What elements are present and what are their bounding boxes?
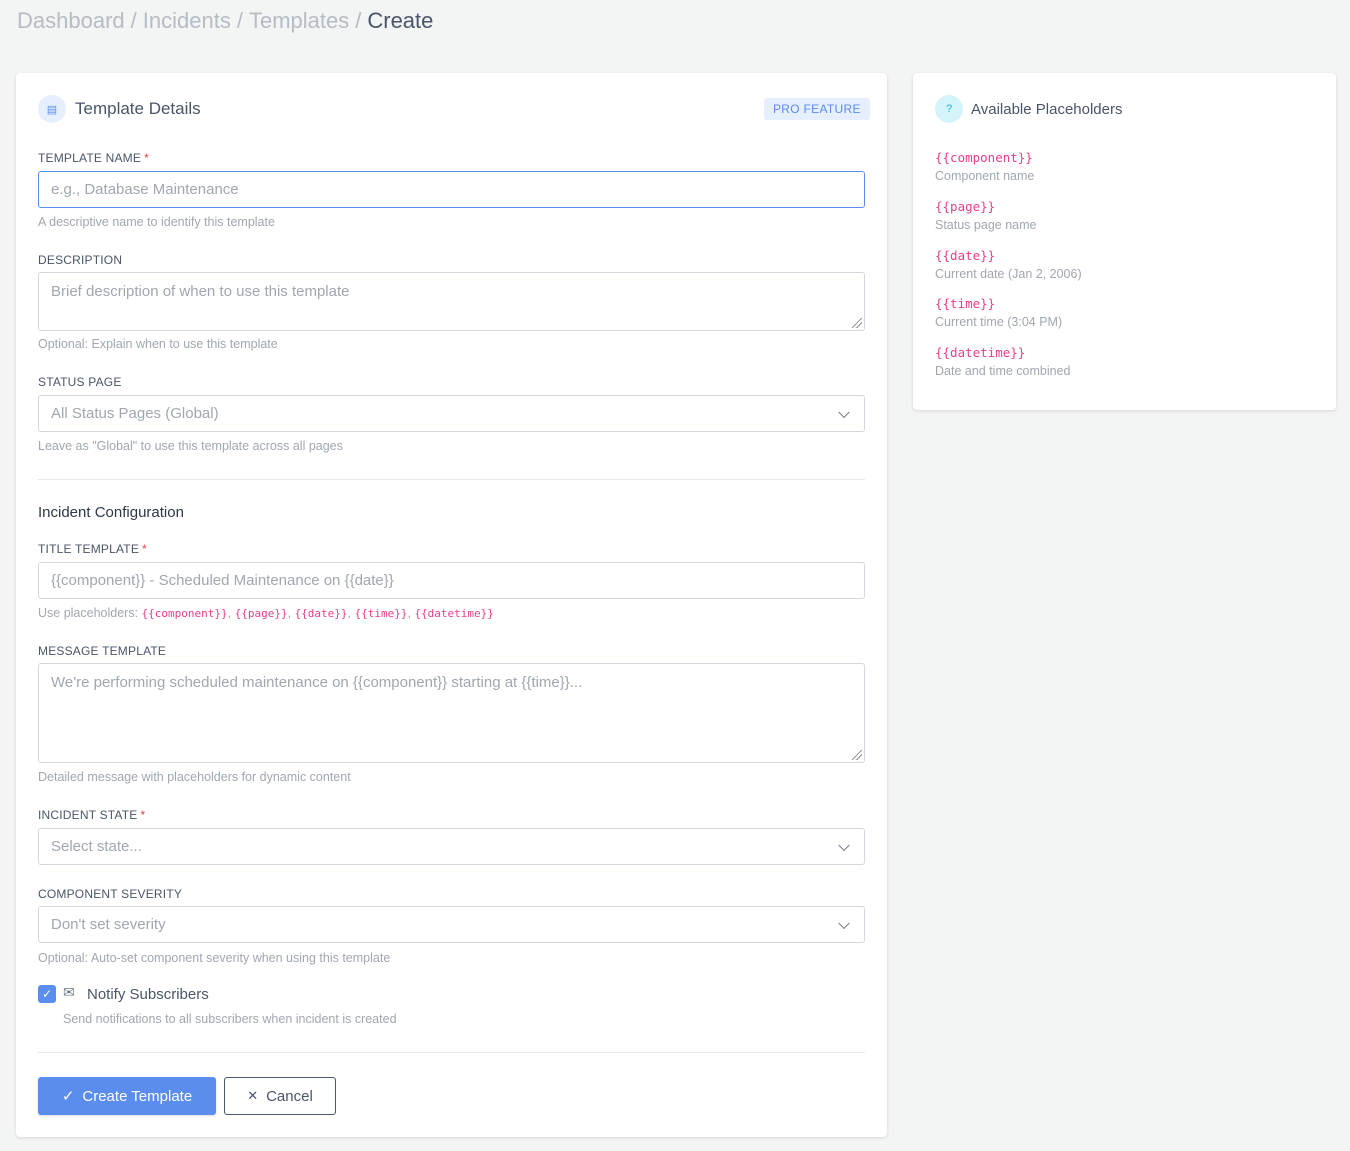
resize-handle-icon[interactable] [852, 318, 862, 328]
chevron-down-icon [838, 839, 850, 851]
check-icon: ✓ [61, 1088, 75, 1105]
breadcrumb: Dashboard / Incidents / Templates / Create [17, 8, 434, 33]
breadcrumb-current: Create [367, 8, 434, 33]
placeholders-card: ? Available Placeholders {{component}} Co… [913, 73, 1336, 410]
title-template-input[interactable]: {{component}} - Scheduled Maintenance on… [38, 562, 865, 599]
breadcrumb-incidents[interactable]: Incidents [142, 8, 231, 33]
description-label: DESCRIPTION [38, 253, 123, 267]
cancel-button[interactable]: ✕ Cancel [224, 1077, 336, 1115]
incident-state-label: INCIDENT STATE * [38, 808, 146, 822]
notify-help: Send notifications to all subscribers wh… [63, 1012, 397, 1026]
document-icon: ▤ [38, 95, 66, 123]
notify-checkbox[interactable]: ✓ [38, 985, 56, 1003]
incident-state-select[interactable]: Select state... [38, 828, 865, 865]
template-name-help: A descriptive name to identify this temp… [38, 215, 275, 229]
chevron-down-icon [838, 917, 850, 929]
component-severity-select[interactable]: Don't set severity [38, 906, 865, 943]
status-page-label: STATUS PAGE [38, 375, 122, 389]
placeholder-item: {{time}} Current time (3:04 PM) [935, 296, 1063, 329]
card-title: Template Details [75, 99, 201, 118]
component-severity-help: Optional: Auto-set component severity wh… [38, 951, 391, 965]
placeholders-title: Available Placeholders [971, 101, 1123, 118]
create-template-button[interactable]: ✓ Create Template [38, 1077, 216, 1115]
placeholder-item: {{page}} Status page name [935, 199, 1037, 232]
chevron-down-icon [838, 406, 850, 418]
title-template-label: TITLE TEMPLATE * [38, 542, 147, 556]
message-template-textarea[interactable]: We're performing scheduled maintenance o… [38, 663, 865, 763]
mail-icon: ✉ [63, 984, 75, 1000]
component-severity-label: COMPONENT SEVERITY [38, 887, 183, 901]
template-name-input[interactable]: e.g., Database Maintenance [38, 171, 865, 208]
status-page-help: Leave as "Global" to use this template a… [38, 439, 343, 453]
divider [38, 479, 865, 480]
notify-label[interactable]: Notify Subscribers [87, 986, 209, 1003]
status-page-select[interactable]: All Status Pages (Global) [38, 395, 865, 432]
template-name-label: TEMPLATE NAME * [38, 151, 149, 165]
placeholder-item: {{component}} Component name [935, 150, 1035, 183]
placeholder-item: {{date}} Current date (Jan 2, 2006) [935, 248, 1082, 281]
breadcrumb-dashboard[interactable]: Dashboard [17, 8, 125, 33]
description-textarea[interactable]: Brief description of when to use this te… [38, 272, 865, 331]
template-details-card: ▤ Template Details PRO FEATURE TEMPLATE … [16, 73, 887, 1137]
title-template-help: Use placeholders: {{component}}, {{page}… [38, 606, 494, 620]
section-heading: Incident Configuration [38, 504, 184, 521]
close-icon: ✕ [247, 1088, 259, 1103]
help-circle-icon: ? [935, 95, 963, 123]
message-template-help: Detailed message with placeholders for d… [38, 770, 351, 784]
pro-feature-badge: PRO FEATURE [764, 98, 870, 120]
divider [38, 1052, 865, 1053]
message-template-label: MESSAGE TEMPLATE [38, 644, 167, 658]
resize-handle-icon[interactable] [852, 750, 862, 760]
placeholder-item: {{datetime}} Date and time combined [935, 345, 1071, 378]
description-help: Optional: Explain when to use this templ… [38, 337, 278, 351]
breadcrumb-templates[interactable]: Templates [248, 8, 350, 33]
